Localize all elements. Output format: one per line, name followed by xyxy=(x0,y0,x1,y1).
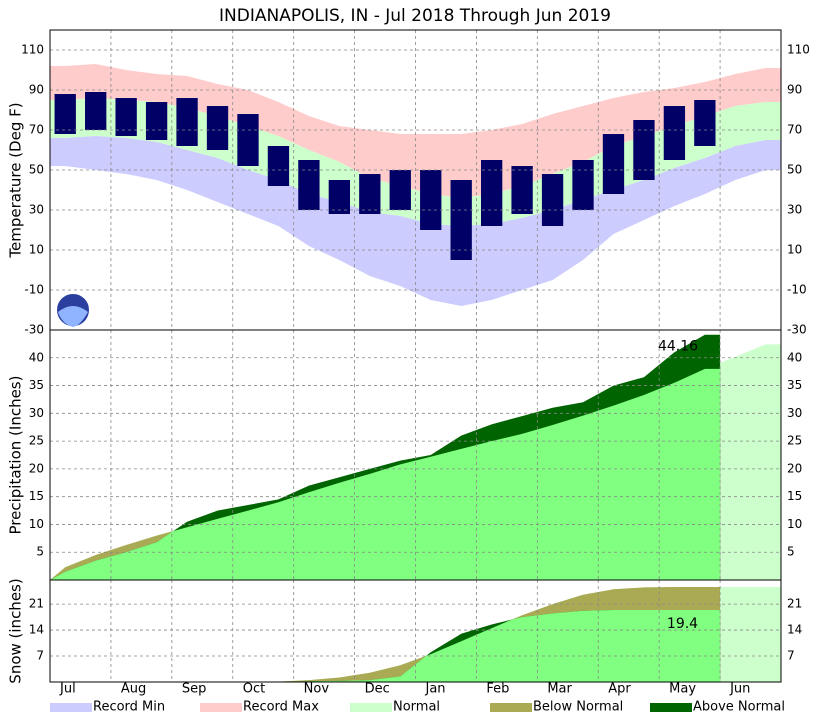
normal-to-date-area xyxy=(50,368,721,580)
y-tick-label-right: 35 xyxy=(787,378,802,392)
y-tick-label: 110 xyxy=(21,43,44,57)
observed-range xyxy=(237,114,259,166)
observed-range xyxy=(54,94,76,134)
y-tick-label-right: 110 xyxy=(787,43,810,57)
y-tick-label-right: 90 xyxy=(787,83,802,97)
y-tick-label: 70 xyxy=(29,123,44,137)
legend-swatch xyxy=(200,703,242,712)
y-tick-label: 90 xyxy=(29,83,44,97)
y-tick-label: 35 xyxy=(29,378,44,392)
observed-range xyxy=(572,160,594,210)
y-tick-label: 21 xyxy=(29,597,44,611)
y-tick-label-right: 21 xyxy=(787,597,802,611)
observed-range xyxy=(633,120,655,180)
logo-wave xyxy=(58,306,88,327)
x-tick-label: Aug xyxy=(121,682,146,697)
y-tick-label-right: 15 xyxy=(787,489,802,503)
total-label: 19.4 xyxy=(667,616,698,632)
y-tick-label: -10 xyxy=(24,283,44,297)
observed-range xyxy=(176,98,198,146)
y-axis-title: Precipitation (Inches) xyxy=(7,376,25,535)
x-tick-label: Nov xyxy=(304,682,330,697)
x-tick-label: Jun xyxy=(729,682,750,697)
y-tick-label-right: -10 xyxy=(787,283,807,297)
legend-swatch xyxy=(50,703,92,712)
legend-swatch xyxy=(350,703,392,712)
observed-range xyxy=(602,134,625,194)
y-tick-label: 15 xyxy=(29,489,44,503)
y-tick-label: 5 xyxy=(36,545,44,559)
y-tick-label: 40 xyxy=(29,350,44,364)
y-tick-label-right: 10 xyxy=(787,243,802,257)
y-tick-label-right: 25 xyxy=(787,434,802,448)
observed-range xyxy=(85,92,107,130)
y-tick-label-right: 30 xyxy=(787,203,802,217)
y-tick-label: 10 xyxy=(29,517,44,531)
x-tick-label: Feb xyxy=(486,682,509,697)
legend-label: Record Max xyxy=(243,700,319,715)
x-tick-label: Dec xyxy=(365,682,390,697)
x-tick-label: Mar xyxy=(547,682,572,697)
y-tick-label-right: 50 xyxy=(787,163,802,177)
legend-label: Above Normal xyxy=(693,700,785,715)
y-tick-label: -30 xyxy=(24,323,44,337)
observed-range xyxy=(359,174,381,214)
legend-label: Below Normal xyxy=(533,700,623,715)
y-tick-label-right: 20 xyxy=(787,461,802,475)
total-label: 44.16 xyxy=(658,339,698,355)
x-tick-label: May xyxy=(669,682,696,697)
legend-swatch xyxy=(490,703,532,712)
panel-frame xyxy=(49,579,782,683)
observed-range xyxy=(145,102,168,140)
x-tick-label: Jan xyxy=(425,682,446,697)
observed-range xyxy=(115,98,137,136)
legend-label: Record Min xyxy=(93,700,165,715)
y-tick-label-right: 5 xyxy=(787,545,795,559)
observed-range xyxy=(663,106,686,160)
observed-range xyxy=(541,174,564,226)
observed-range xyxy=(328,180,351,214)
y-tick-label: 10 xyxy=(29,243,44,257)
y-axis-title: Temperature (Deg F) xyxy=(7,102,25,258)
observed-range xyxy=(480,160,503,226)
legend-label: Normal xyxy=(393,700,440,715)
observed-range xyxy=(694,100,716,146)
observed-range xyxy=(450,180,472,260)
y-tick-label: 20 xyxy=(29,461,44,475)
y-tick-label: 30 xyxy=(29,203,44,217)
observed-range xyxy=(420,170,442,230)
y-tick-label: 25 xyxy=(29,434,44,448)
x-tick-label: Jul xyxy=(59,682,76,697)
y-tick-label: 14 xyxy=(29,623,44,637)
y-tick-label-right: 70 xyxy=(787,123,802,137)
observed-range xyxy=(511,166,533,214)
y-tick-label-right: 7 xyxy=(787,649,795,663)
x-tick-label: Oct xyxy=(243,682,265,697)
y-tick-label-right: 30 xyxy=(787,406,802,420)
record-min-band xyxy=(50,136,781,306)
y-tick-label-right: -30 xyxy=(787,323,807,337)
legend-swatch xyxy=(650,703,692,712)
x-tick-label: Sep xyxy=(182,682,207,697)
y-tick-label-right: 10 xyxy=(787,517,802,531)
chart-title: INDIANAPOLIS, IN - Jul 2018 Through Jun … xyxy=(219,6,611,26)
y-tick-label: 30 xyxy=(29,406,44,420)
x-tick-label: Apr xyxy=(608,682,631,697)
y-axis-title: Snow (inches) xyxy=(7,578,25,683)
y-tick-label: 50 xyxy=(29,163,44,177)
observed-range xyxy=(298,160,320,210)
y-tick-label: 7 xyxy=(36,649,44,663)
observed-range xyxy=(389,170,411,210)
y-tick-label-right: 40 xyxy=(787,350,802,364)
observed-range xyxy=(206,106,229,150)
observed-range xyxy=(267,146,290,186)
y-tick-label-right: 14 xyxy=(787,623,802,637)
